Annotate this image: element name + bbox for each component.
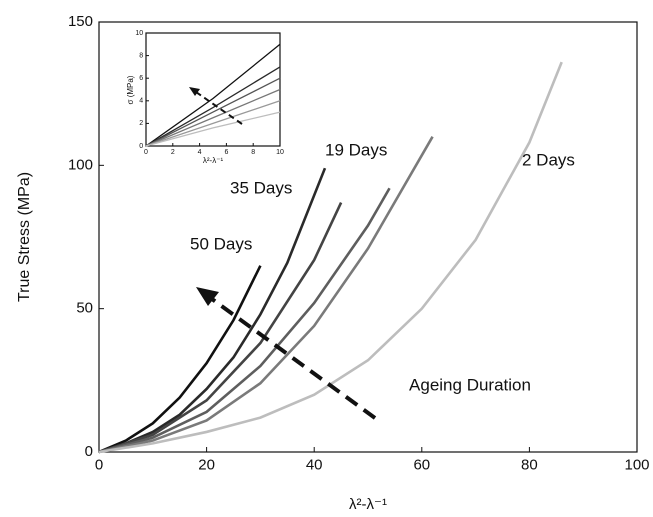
y-axis-label: σ (MPa) [126, 75, 135, 104]
x-tick-label: 20 [198, 456, 215, 473]
y-tick-label: 10 [135, 30, 143, 37]
series-label: 50 Days [190, 234, 252, 253]
ageing-arrow [210, 297, 377, 420]
curve [98, 136, 434, 454]
curve [145, 88, 281, 147]
y-tick-label: 4 [139, 98, 143, 105]
x-axis-label: λ²-λ⁻¹ [203, 156, 224, 165]
x-tick-label: 10 [276, 149, 284, 156]
x-tick-label: 100 [624, 456, 649, 473]
y-tick-label: 0 [85, 443, 93, 460]
curve [98, 265, 262, 454]
x-tick-label: 6 [224, 149, 228, 156]
plot-frame [145, 32, 281, 147]
y-tick-label: 150 [68, 13, 93, 30]
annotation: Ageing Duration [409, 375, 531, 394]
y-tick-label: 6 [139, 75, 143, 82]
curve [98, 187, 391, 454]
curve [145, 111, 281, 147]
x-tick-label: 0 [144, 149, 148, 156]
curve [145, 100, 281, 147]
curve [98, 202, 343, 454]
y-axis-label: True Stress (MPa) [16, 172, 33, 302]
series-label: 2 Days [522, 150, 575, 169]
x-axis-label: λ²-λ⁻¹ [349, 496, 387, 513]
series-label: 35 Days [230, 178, 292, 197]
y-tick-label: 0 [139, 143, 143, 150]
y-tick-label: 8 [139, 52, 143, 59]
x-tick-label: 8 [251, 149, 255, 156]
curve [98, 61, 563, 454]
x-tick-label: 60 [413, 456, 430, 473]
ageing-arrowhead [196, 287, 219, 306]
x-tick-label: 0 [95, 456, 103, 473]
y-tick-label: 100 [68, 156, 93, 173]
inset-arrowhead [189, 87, 200, 96]
series-label: 19 Days [325, 140, 387, 159]
x-tick-label: 4 [198, 149, 202, 156]
x-tick-label: 40 [306, 456, 323, 473]
y-tick-label: 50 [76, 300, 93, 317]
curve [145, 43, 281, 147]
x-tick-label: 80 [521, 456, 538, 473]
x-tick-label: 2 [171, 149, 175, 156]
curve [145, 77, 281, 147]
curve [145, 66, 281, 147]
y-tick-label: 2 [139, 120, 143, 127]
